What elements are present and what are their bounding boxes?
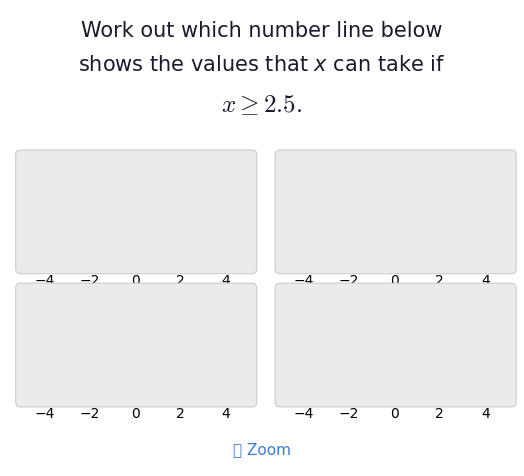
Text: $x$: $x$ xyxy=(503,361,512,371)
Text: shows the values that $x$ can take if: shows the values that $x$ can take if xyxy=(79,55,445,75)
Text: 2: 2 xyxy=(177,380,183,390)
Text: 3: 3 xyxy=(460,380,466,390)
Text: 4: 4 xyxy=(223,380,229,390)
Text: B: B xyxy=(290,163,301,177)
Text: C: C xyxy=(30,296,41,310)
Text: 0: 0 xyxy=(132,380,138,390)
Text: 3: 3 xyxy=(200,380,206,390)
Text: -2: -2 xyxy=(85,380,95,390)
Text: 1: 1 xyxy=(414,247,420,257)
Text: Work out which number line below: Work out which number line below xyxy=(81,21,443,41)
Text: ➕ Zoom: ➕ Zoom xyxy=(233,442,291,457)
Text: -2: -2 xyxy=(344,380,354,390)
Text: $x$: $x$ xyxy=(244,228,253,238)
Text: 4: 4 xyxy=(223,247,229,257)
Text: 3: 3 xyxy=(460,247,466,257)
Text: -4: -4 xyxy=(39,380,49,390)
Text: D: D xyxy=(290,296,301,310)
Text: -2: -2 xyxy=(344,247,354,257)
Text: $x \geq 2.5.$: $x \geq 2.5.$ xyxy=(221,93,303,117)
Text: -1: -1 xyxy=(107,247,117,257)
Text: -3: -3 xyxy=(322,380,331,390)
Text: $x$: $x$ xyxy=(244,361,253,371)
Text: 3: 3 xyxy=(200,247,206,257)
Text: -1: -1 xyxy=(107,380,117,390)
Text: 4: 4 xyxy=(482,380,488,390)
Text: 0: 0 xyxy=(132,247,138,257)
Text: A: A xyxy=(30,163,41,177)
Text: 2: 2 xyxy=(436,380,443,390)
Text: 2: 2 xyxy=(177,247,183,257)
Text: -1: -1 xyxy=(367,247,377,257)
Text: -3: -3 xyxy=(322,247,331,257)
Text: 1: 1 xyxy=(155,380,161,390)
Text: -4: -4 xyxy=(299,380,309,390)
Text: 4: 4 xyxy=(482,247,488,257)
Text: 1: 1 xyxy=(414,380,420,390)
Text: -2: -2 xyxy=(85,247,95,257)
Text: -4: -4 xyxy=(299,247,309,257)
Text: 0: 0 xyxy=(391,247,398,257)
Text: $x$: $x$ xyxy=(503,228,512,238)
Text: -3: -3 xyxy=(62,247,72,257)
Text: 0: 0 xyxy=(391,380,398,390)
Text: -3: -3 xyxy=(62,380,72,390)
Text: -4: -4 xyxy=(39,247,49,257)
Text: -1: -1 xyxy=(367,380,377,390)
Text: 2: 2 xyxy=(436,247,443,257)
Text: 1: 1 xyxy=(155,247,161,257)
